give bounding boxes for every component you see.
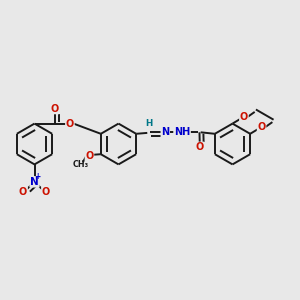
Text: O: O [51,103,59,114]
Text: NH: NH [174,127,190,137]
Text: N: N [30,177,39,187]
Text: H: H [146,119,153,128]
Text: O: O [257,122,266,132]
Text: O: O [85,151,94,161]
Text: O: O [66,118,74,129]
Text: O: O [19,187,27,197]
Text: +: + [34,172,40,181]
Text: O: O [196,142,204,152]
Text: O: O [240,112,248,122]
Text: CH₃: CH₃ [73,160,89,169]
Text: O: O [42,187,50,197]
Text: N: N [161,127,169,137]
